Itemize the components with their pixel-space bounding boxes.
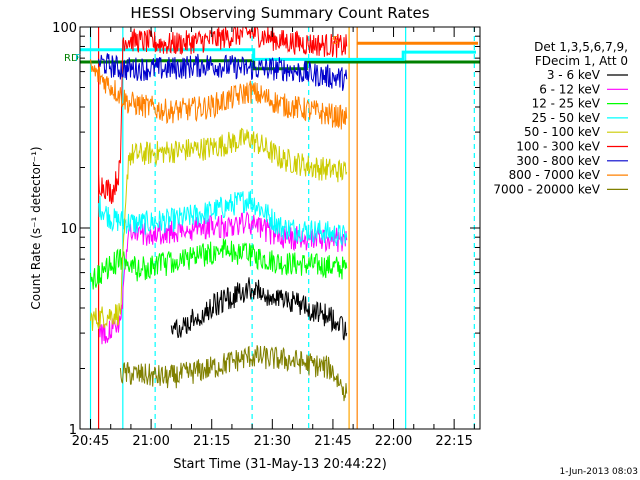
legend-header-line-1: Det 1,3,5,6,7,9, [534,40,628,54]
flag-rd: RD [64,53,79,64]
flag-f: F [75,53,81,64]
series-1 [98,210,348,345]
chart-title: HESSI Observing Summary Count Rates [130,4,429,22]
axes: 20:45 21:00 21:15 21:30 21:45 22:00 22:15 1 10 10… [52,21,480,449]
series-8 [119,345,348,402]
x-axis-label: Start Time (31-May-13 20:44:22) [173,457,387,472]
legend-label-6: 300 - 800 keV [516,154,600,168]
legend-label-0: 3 - 6 keV [547,68,601,82]
x-tick-label-1: 21:00 [132,434,169,449]
legend: Det 1,3,5,6,7,9, FDecim 1, Att 0 3 - 6 k… [493,40,628,196]
legend-label-1: 6 - 12 keV [539,82,601,96]
series-3 [98,190,348,247]
x-tick-label-4: 21:45 [314,434,351,449]
series-6 [98,53,348,91]
plot-content [80,26,480,429]
legend-label-2: 12 - 25 keV [532,97,601,111]
series-5-segment-0 [98,26,348,204]
x-tick-label-2: 21:15 [193,434,230,449]
x-tick-label-3: 21:30 [254,434,291,449]
x-tick-label-5: 22:00 [375,434,412,449]
series-6-segment-0 [98,53,348,91]
y-tick-label-1: 10 [60,222,77,237]
legend-header-line-2: FDecim 1, Att 0 [535,54,628,68]
series-7-segment-0 [90,59,348,130]
flag-s: S [332,34,339,47]
legend-label-7: 800 - 7000 keV [509,168,601,182]
y-axis-label: Count Rate (s⁻¹ detector⁻¹) [29,146,43,309]
legend-label-5: 100 - 300 keV [516,140,600,154]
series-2-segment-0 [90,238,348,290]
y-tick-label-2: 100 [52,21,77,36]
series-4 [90,127,348,331]
series-1-segment-0 [98,210,348,345]
series-2 [90,238,348,290]
legend-label-4: 50 - 100 keV [524,125,601,139]
series-0-segment-0 [170,277,348,341]
x-tick-label-0: 20:45 [72,434,109,449]
series-7 [90,41,478,130]
y-tick-label-0: 1 [69,423,77,438]
legend-label-3: 25 - 50 keV [532,111,601,125]
legend-label-8: 7000 - 20000 keV [493,182,600,196]
series-8-segment-0 [119,345,348,402]
footer-timestamp: 1-Jun-2013 08:03 [560,467,639,477]
series-0 [170,277,348,341]
series-4-segment-0 [90,127,348,331]
series-3-segment-0 [98,190,348,247]
x-tick-label-6: 22:15 [435,434,472,449]
step-line-1 [80,48,476,61]
series-5 [98,26,348,204]
